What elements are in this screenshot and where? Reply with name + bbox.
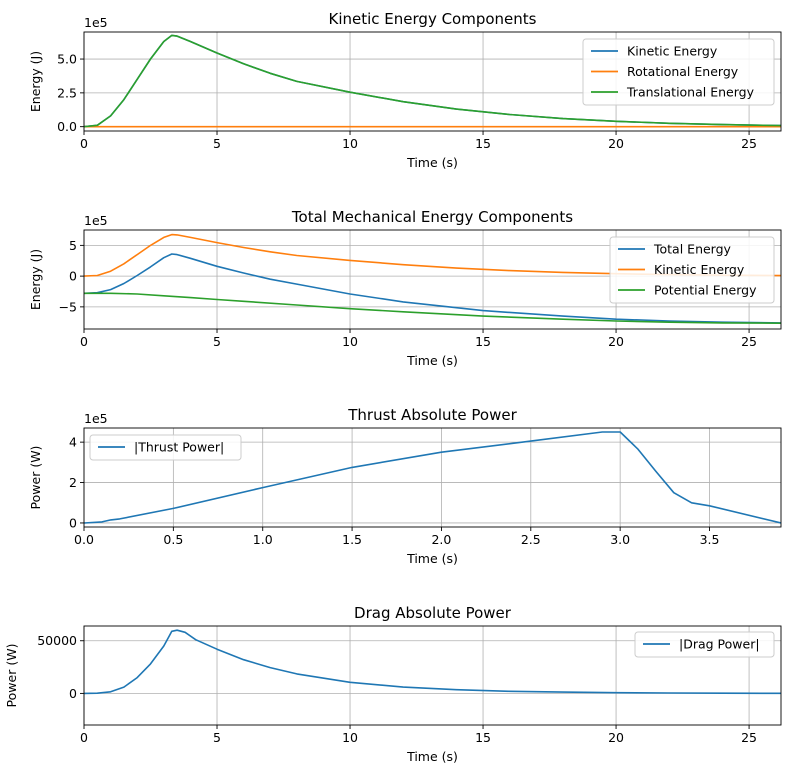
chart-title: Total Mechanical Energy Components — [291, 208, 573, 226]
total-mechanical-energy-chart: 0 5 10 15 20 25 −5 0 5 Total Mechanical Energy Co… — [28, 208, 782, 368]
axes-frame — [83, 229, 782, 330]
chart-title: Kinetic Energy Components — [329, 10, 537, 28]
x-axis-label: Time (s) — [406, 353, 458, 368]
x-tick-label: 2.5 — [521, 532, 541, 547]
x-tick-label: 15 — [475, 136, 491, 151]
y-offset-text: 1e5 — [84, 15, 108, 30]
x-tick-label: 0 — [80, 334, 88, 349]
y-axis-label: Energy (J) — [28, 51, 43, 112]
chart-title: Thrust Absolute Power — [347, 406, 517, 424]
x-tick-label: 20 — [608, 136, 624, 151]
y-tick-label: 2.5 — [57, 85, 77, 100]
y-offset-text: 1e5 — [84, 213, 108, 228]
legend-box — [89, 434, 242, 461]
y-axis-label: Power (W) — [4, 644, 19, 708]
axes-frame — [83, 427, 782, 528]
y-tick-label: −5 — [59, 299, 77, 314]
x-tick-label: 1.0 — [253, 532, 273, 547]
y-tick-label: 4 — [69, 435, 77, 450]
x-tick-label: 25 — [741, 730, 757, 745]
x-tick-label: 1.5 — [342, 532, 362, 547]
x-tick-label: 25 — [741, 334, 757, 349]
legend-entry: Translational Energy — [626, 85, 755, 100]
legend-entry: |Drag Power| — [679, 637, 760, 652]
x-tick-label: 5 — [213, 730, 221, 745]
kinetic-energy-chart: 0 5 10 15 20 25 0.0 2.5 5.0 Kinetic Energy Compon… — [28, 10, 782, 170]
thrust-power-chart: 0.0 0.5 1.0 1.5 2.0 2.5 3.0 3.5 0 2 4 Thrust Absolu… — [28, 406, 782, 566]
x-tick-label: 20 — [608, 730, 624, 745]
drag-power-chart: 0 5 10 15 20 25 0 50000 Drag Absolute Power Time … — [4, 604, 782, 764]
series-line-1 — [84, 431, 781, 524]
y-tick-label: 5.0 — [57, 52, 77, 67]
legend-entry: Kinetic Energy — [627, 44, 718, 59]
x-tick-label: 20 — [608, 334, 624, 349]
x-axis-label: Time (s) — [406, 155, 458, 170]
legend-box — [609, 236, 775, 304]
x-tick-label: 2.0 — [431, 532, 451, 547]
y-axis-label: Energy (J) — [28, 249, 43, 310]
series-line-2 — [84, 233, 781, 277]
x-tick-label: 0.5 — [163, 532, 183, 547]
x-tick-label: 5 — [213, 136, 221, 151]
legend-entry: |Thrust Power| — [134, 440, 224, 455]
x-tick-label: 3.5 — [700, 532, 720, 547]
chart-title: Drag Absolute Power — [354, 604, 512, 622]
legend-entry: Rotational Energy — [627, 64, 739, 79]
x-axis-label: Time (s) — [406, 551, 458, 566]
series-line-1 — [84, 629, 781, 695]
legend-entry: Potential Energy — [654, 283, 757, 298]
y-tick-label: 5 — [69, 238, 77, 253]
x-tick-label: 10 — [342, 136, 358, 151]
x-tick-label: 10 — [342, 730, 358, 745]
axes-frame — [83, 625, 782, 726]
series-line-3 — [84, 292, 781, 325]
y-tick-label: 0.0 — [57, 119, 77, 134]
series-line-3 — [84, 34, 781, 128]
x-tick-label: 0 — [80, 730, 88, 745]
legend-box — [634, 631, 775, 658]
x-axis-label: Time (s) — [406, 749, 458, 764]
y-tick-label: 0 — [69, 269, 77, 284]
x-tick-label: 15 — [475, 730, 491, 745]
y-tick-label: 2 — [69, 475, 77, 490]
legend-entry: Total Energy — [653, 242, 732, 257]
y-tick-label: 0 — [69, 686, 77, 701]
x-tick-label: 0.0 — [74, 532, 94, 547]
x-tick-label: 10 — [342, 334, 358, 349]
y-axis-label: Power (W) — [28, 446, 43, 510]
series-line-1 — [84, 253, 781, 324]
x-tick-label: 5 — [213, 334, 221, 349]
axes-frame — [83, 31, 782, 132]
x-tick-label: 3.0 — [610, 532, 630, 547]
y-offset-text: 1e5 — [84, 411, 108, 426]
x-tick-label: 15 — [475, 334, 491, 349]
legend-box — [582, 38, 775, 106]
y-tick-label: 50000 — [37, 633, 77, 648]
x-tick-label: 0 — [80, 136, 88, 151]
x-tick-label: 25 — [741, 136, 757, 151]
y-tick-label: 0 — [69, 515, 77, 530]
legend-entry: Kinetic Energy — [654, 262, 745, 277]
